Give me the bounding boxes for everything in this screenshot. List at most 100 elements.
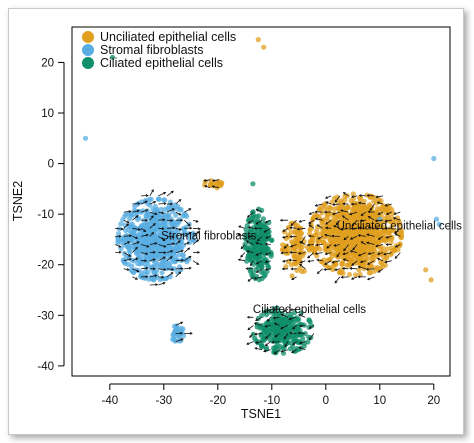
scatter-point bbox=[267, 332, 273, 338]
velocity-arrow bbox=[299, 260, 306, 264]
velocity-arrow bbox=[246, 341, 254, 345]
velocity-arrow bbox=[192, 250, 201, 254]
velocity-arrow bbox=[255, 219, 263, 225]
velocity-arrow bbox=[317, 236, 323, 240]
velocity-arrow bbox=[384, 226, 392, 230]
legend-label-unciliated: Unciliated epithelial cells bbox=[100, 30, 236, 44]
velocity-arrow bbox=[245, 240, 254, 245]
scatter-point bbox=[283, 264, 289, 270]
x-tick-label: -10 bbox=[263, 395, 280, 407]
velocity-arrow bbox=[314, 252, 323, 255]
velocity-arrow bbox=[123, 252, 132, 257]
scatter-point bbox=[328, 228, 334, 234]
velocity-arrow bbox=[245, 267, 254, 271]
velocity-arrow bbox=[140, 227, 147, 232]
velocity-arrow bbox=[264, 219, 271, 224]
velocity-arrow bbox=[141, 275, 149, 279]
velocity-arrow bbox=[336, 252, 341, 258]
scatter-point bbox=[335, 234, 341, 240]
scatter-point bbox=[136, 242, 143, 248]
scatter-point bbox=[127, 244, 133, 250]
velocity-arrow bbox=[375, 244, 384, 248]
velocity-arrow bbox=[240, 244, 246, 250]
velocity-arrow bbox=[132, 241, 140, 245]
velocity-arrow bbox=[166, 190, 174, 197]
scatter-point bbox=[344, 232, 350, 238]
scatter-point bbox=[287, 346, 293, 352]
velocity-arrow bbox=[308, 219, 315, 224]
velocity-arrow bbox=[299, 324, 306, 328]
scatter-point bbox=[300, 335, 306, 341]
velocity-arrow bbox=[349, 211, 358, 216]
velocity-arrow bbox=[141, 252, 149, 255]
velocity-arrow bbox=[184, 219, 191, 227]
velocity-arrow bbox=[280, 251, 289, 255]
velocity-arrow bbox=[149, 283, 159, 287]
velocity-arrow bbox=[192, 239, 200, 245]
velocity-arrow bbox=[360, 241, 367, 245]
scatter-point bbox=[308, 239, 314, 245]
velocity-arrow bbox=[158, 202, 167, 206]
scatter-point bbox=[162, 197, 168, 203]
scatter-point bbox=[398, 226, 404, 232]
velocity-arrow bbox=[296, 227, 306, 231]
scatter-point bbox=[258, 226, 264, 232]
velocity-arrow bbox=[365, 267, 375, 271]
scatter-point bbox=[144, 222, 150, 228]
velocity-arrow bbox=[140, 200, 148, 205]
velocity-arrow bbox=[343, 244, 349, 252]
scatter-point bbox=[128, 224, 134, 230]
velocity-arrow bbox=[184, 208, 192, 213]
velocity-arrow bbox=[351, 260, 358, 266]
velocity-arrow bbox=[149, 274, 158, 278]
velocity-arrow bbox=[314, 203, 323, 207]
velocity-arrow bbox=[247, 226, 254, 229]
velocity-arrow bbox=[341, 267, 349, 270]
velocity-arrow bbox=[332, 211, 340, 216]
scatter-point bbox=[173, 232, 179, 238]
scatter-point bbox=[271, 345, 277, 351]
scatter-point bbox=[298, 230, 304, 236]
velocity-arrow bbox=[359, 260, 366, 264]
scatter-point bbox=[158, 238, 164, 244]
velocity-arrow bbox=[283, 244, 289, 249]
velocity-arrow bbox=[315, 243, 323, 247]
velocity-arrow bbox=[192, 219, 199, 223]
velocity-arrow bbox=[141, 233, 149, 237]
scatter-point bbox=[373, 209, 379, 216]
velocity-arrow bbox=[324, 195, 332, 199]
scatter-point bbox=[299, 244, 305, 250]
velocity-arrow bbox=[255, 241, 263, 245]
scatter-point bbox=[310, 217, 316, 223]
scatter-point bbox=[371, 255, 377, 261]
cluster-annotation: Ciliated epithelial cells bbox=[253, 304, 366, 316]
x-axis: -40 -30 -20 -10 0 10 20 bbox=[101, 383, 440, 407]
velocity-arrow bbox=[342, 252, 349, 256]
velocity-arrow bbox=[123, 234, 133, 238]
scatter-point bbox=[162, 265, 168, 271]
scatter-point bbox=[327, 236, 333, 243]
velocity-arrow bbox=[204, 185, 211, 189]
scatter-point bbox=[138, 209, 144, 215]
velocity-arrow bbox=[289, 308, 297, 312]
velocity-arrow bbox=[281, 235, 289, 239]
velocity-arrow bbox=[331, 203, 340, 206]
velocity-arrow bbox=[132, 227, 142, 231]
velocity-arrow bbox=[289, 235, 297, 239]
scatter-point bbox=[122, 260, 128, 267]
scatter-point bbox=[352, 202, 359, 208]
velocity-arrow bbox=[254, 332, 263, 336]
velocity-arrow bbox=[272, 308, 280, 311]
velocity-arrow bbox=[158, 218, 166, 222]
scatter-point bbox=[307, 246, 313, 252]
velocity-arrow bbox=[308, 333, 315, 341]
scatter-point bbox=[175, 206, 181, 212]
velocity-arrow bbox=[166, 219, 174, 222]
velocity-arrow bbox=[175, 218, 184, 222]
velocity-arrow bbox=[333, 244, 340, 247]
velocity-arrow bbox=[314, 217, 323, 221]
velocity-arrow bbox=[369, 203, 375, 212]
velocity-arrow bbox=[357, 226, 366, 230]
scatter-point bbox=[115, 231, 122, 237]
velocity-arrow bbox=[306, 243, 314, 247]
